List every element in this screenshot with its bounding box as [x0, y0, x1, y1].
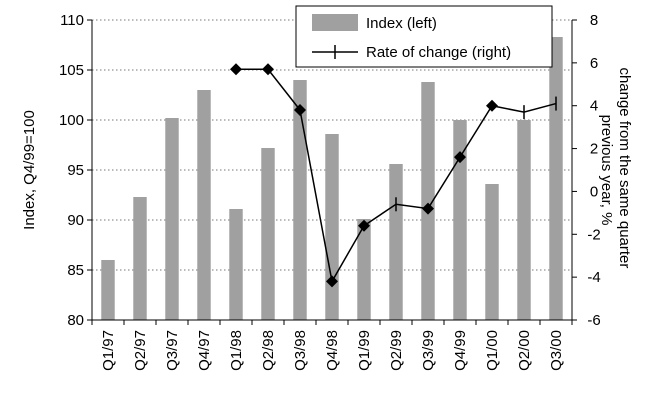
legend-label-rate: Rate of change (right) — [366, 44, 511, 61]
left-tick-label: 80 — [67, 312, 84, 329]
bar-Q3/99 — [421, 82, 435, 320]
rate-point-Q1/98 — [230, 63, 242, 76]
bar-Q1/98 — [229, 209, 243, 320]
bar-Q1/97 — [101, 260, 115, 320]
right-axis-ticks: -6 -4 -2 0 2 4 6 8 — [572, 12, 601, 329]
right-tick-label: 0 — [590, 183, 598, 200]
right-axis-title-line-2: previous year, % — [598, 115, 615, 226]
left-tick-label: 105 — [59, 62, 84, 79]
x-tick-label-Q1/99: Q1/99 — [356, 330, 373, 371]
left-axis-ticks: 80 85 90 95 100 105 110 — [59, 12, 92, 329]
bar-Q3/97 — [165, 118, 179, 320]
left-tick-label: 95 — [67, 162, 84, 179]
x-axis-ticks: Q1/97 Q2/97 Q3/97 Q4/97 Q1/98 Q2/98 Q3/98 Q4/98… — [91, 320, 573, 371]
right-tick-label: -6 — [587, 312, 600, 329]
left-axis-title: Index, Q4/99=100 — [21, 110, 38, 230]
legend: Index (left) Rate of change (right) — [295, 5, 553, 68]
x-tick-label-Q2/99: Q2/99 — [388, 330, 405, 371]
bar-Q3/00 — [549, 37, 563, 320]
right-tick-label: 2 — [590, 141, 598, 158]
rate-point-Q4/98 — [326, 275, 338, 288]
right-tick-label: 6 — [590, 55, 598, 72]
x-tick-label-Q1/98: Q1/98 — [228, 330, 245, 371]
bar-Q4/97 — [197, 90, 211, 320]
x-tick-label-Q3/99: Q3/99 — [420, 330, 437, 371]
x-tick-label-Q4/99: Q4/99 — [452, 330, 469, 371]
rate-point-Q4/99 — [454, 151, 466, 164]
left-tick-label: 90 — [67, 212, 84, 229]
rate-point-Q1/00 — [486, 99, 498, 112]
bar-Q3/98 — [293, 80, 307, 320]
bar-Q1/99 — [357, 219, 371, 320]
right-tick-label: 8 — [590, 12, 598, 29]
rate-point-Q3/98 — [294, 104, 306, 116]
right-axis-title-line-1: change from the same quarter — [616, 67, 633, 268]
left-tick-label: 100 — [59, 112, 84, 129]
x-tick-label-Q1/97: Q1/97 — [100, 330, 117, 371]
rate-point-Q2/98 — [262, 63, 274, 76]
legend-bar-swatch — [312, 14, 358, 31]
x-tick-label-Q2/00: Q2/00 — [516, 330, 533, 371]
x-tick-label-Q3/00: Q3/00 — [548, 330, 565, 371]
bar-Q4/99 — [453, 120, 467, 320]
bar-Q2/98 — [261, 148, 275, 320]
x-tick-label-Q3/98: Q3/98 — [292, 330, 309, 371]
x-tick-label-Q4/98: Q4/98 — [324, 330, 341, 371]
bar-Q2/97 — [133, 197, 147, 320]
bar-Q2/99 — [389, 164, 403, 320]
legend-label-index: Index (left) — [366, 15, 437, 32]
index-bars — [101, 37, 563, 320]
bar-Q1/00 — [485, 184, 499, 320]
x-tick-label-Q4/97: Q4/97 — [196, 330, 213, 371]
x-tick-label-Q2/97: Q2/97 — [132, 330, 149, 371]
left-tick-label: 110 — [60, 12, 84, 29]
rate-point-Q1/99 — [358, 219, 370, 232]
x-tick-label-Q3/97: Q3/97 — [164, 330, 181, 371]
left-tick-label: 85 — [67, 262, 84, 279]
x-tick-label-Q1/00: Q1/00 — [484, 330, 501, 371]
x-tick-label-Q2/98: Q2/98 — [260, 330, 277, 371]
bar-Q4/98 — [325, 134, 339, 320]
right-tick-label: -4 — [587, 269, 600, 286]
rate-of-change-line — [230, 63, 557, 288]
bar-Q2/00 — [517, 120, 531, 320]
rate-point-Q3/99 — [422, 202, 434, 215]
right-tick-label: -2 — [587, 226, 600, 243]
right-axis-title: change from the same quarter previous ye… — [598, 67, 633, 272]
right-tick-label: 4 — [590, 98, 598, 115]
